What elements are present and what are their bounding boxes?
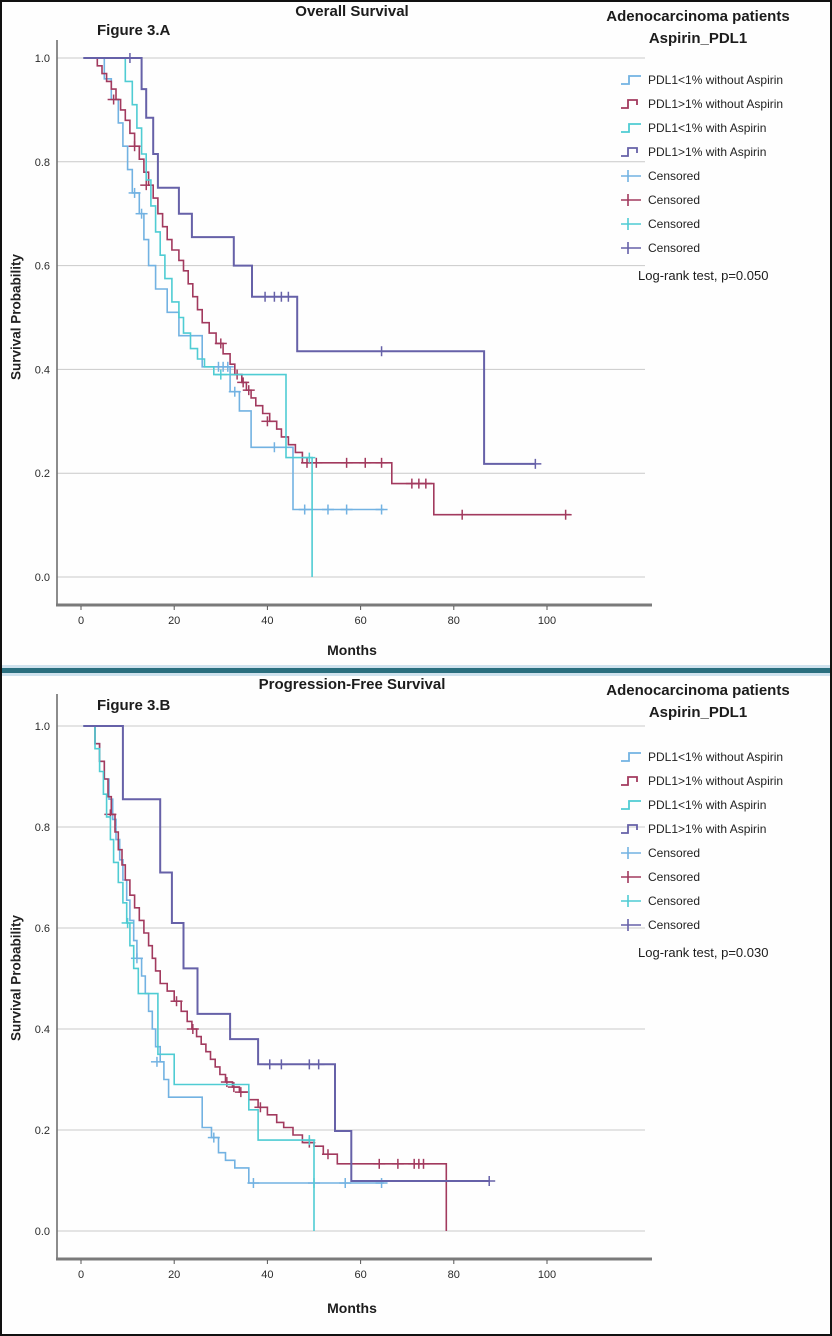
- legend-item-label: Censored: [648, 217, 701, 231]
- chart-title-overall-survival: Overall Survival: [295, 3, 409, 20]
- x-tick-label: 0: [78, 1269, 84, 1281]
- legend-item-label: PDL1<1% without Aspirin: [648, 750, 784, 764]
- legend-item-label: PDL1>1% without Aspirin: [648, 774, 784, 788]
- x-tick-label: 80: [448, 615, 460, 627]
- legend-item-label: Censored: [648, 846, 701, 860]
- y-tick-label: 0.8: [35, 157, 50, 169]
- x-tick-label: 40: [261, 615, 273, 627]
- y-tick-label: 0.6: [35, 261, 50, 273]
- legend-item: Censored: [620, 236, 830, 260]
- x-tick-label: 80: [448, 1269, 460, 1281]
- pvalue-pfs: Log-rank test, p=0.030: [638, 945, 769, 960]
- y-tick-label: 0.2: [35, 1125, 50, 1137]
- legend-item-label: Censored: [648, 870, 701, 884]
- y-tick-label: 0.0: [35, 1226, 50, 1238]
- y-tick-label: 0.2: [35, 468, 50, 480]
- legend-item: Censored: [620, 212, 830, 236]
- legend-item-label: PDL1<1% with Aspirin: [648, 121, 767, 135]
- km-curve: [83, 725, 490, 1182]
- legend-item-label: PDL1>1% with Aspirin: [648, 145, 767, 159]
- km-curve: [83, 57, 384, 511]
- x-tick-label: 60: [354, 615, 366, 627]
- x-tick-label: 20: [168, 1269, 180, 1281]
- y-axis-label-os: Survival Probability: [8, 253, 24, 381]
- y-tick-label: 0.4: [35, 1024, 50, 1036]
- legend-item-label: PDL1>1% without Aspirin: [648, 97, 784, 111]
- pvalue-os: Log-rank test, p=0.050: [638, 268, 769, 283]
- censored-plus-icon: [621, 242, 641, 254]
- legend-item: PDL1<1% with Aspirin: [620, 793, 830, 817]
- censored-plus-icon: [621, 919, 641, 931]
- legend-item: PDL1>1% without Aspirin: [620, 769, 830, 793]
- km-step-line-icon: [621, 147, 638, 157]
- legend-item: Censored: [620, 188, 830, 212]
- km-curve: [90, 725, 448, 1231]
- y-tick-label: 0.4: [35, 364, 50, 376]
- x-tick-label: 20: [168, 615, 180, 627]
- legend-item: PDL1<1% without Aspirin: [620, 745, 830, 769]
- legend-item-label: Censored: [648, 241, 701, 255]
- x-tick-label: 40: [261, 1269, 273, 1281]
- km-step-line-icon: [621, 800, 641, 810]
- legend-item: Censored: [620, 164, 830, 188]
- censored-plus-icon: [621, 895, 641, 907]
- km-curve: [85, 57, 313, 577]
- km-curve: [83, 725, 384, 1184]
- legend-item: Censored: [620, 889, 830, 913]
- censored-plus-icon: [621, 170, 641, 182]
- km-step-line-icon: [621, 75, 641, 85]
- figure-label-3a: Figure 3.A: [97, 22, 171, 39]
- group-header-line1-os: Adenocarcinoma patients: [606, 8, 790, 25]
- legend-pfs: PDL1<1% without Aspirin PDL1>1% without A…: [620, 745, 830, 937]
- legend-item: Censored: [620, 841, 830, 865]
- y-axis-label-pfs: Survival Probability: [8, 914, 24, 1042]
- censored-plus-icon: [621, 847, 641, 859]
- censored-plus-icon: [621, 194, 641, 206]
- x-tick-label: 0: [78, 615, 84, 627]
- legend-item: PDL1>1% without Aspirin: [620, 92, 830, 116]
- legend-item-label: PDL1<1% with Aspirin: [648, 798, 767, 812]
- x-tick-label: 100: [538, 615, 556, 627]
- km-step-line-icon: [621, 99, 638, 109]
- km-step-line-icon: [621, 776, 638, 786]
- legend-item: Censored: [620, 913, 830, 937]
- legend-item-label: PDL1>1% with Aspirin: [648, 822, 767, 836]
- km-curve: [90, 57, 571, 516]
- x-axis-label-os: Months: [327, 642, 377, 658]
- km-step-line-icon: [621, 123, 641, 133]
- km-curve: [83, 57, 536, 465]
- legend-item-label: Censored: [648, 169, 701, 183]
- legend-item: PDL1>1% with Aspirin: [620, 817, 830, 841]
- legend-item: Censored: [620, 865, 830, 889]
- group-header-line1-pfs: Adenocarcinoma patients: [606, 682, 790, 699]
- y-tick-label: 1.0: [35, 721, 50, 733]
- x-tick-label: 60: [354, 1269, 366, 1281]
- km-step-line-icon: [621, 752, 641, 762]
- y-tick-label: 0.6: [35, 923, 50, 935]
- legend-item: PDL1>1% with Aspirin: [620, 140, 830, 164]
- chart-title-progression-free-survival: Progression-Free Survival: [258, 676, 446, 693]
- km-step-line-icon: [621, 824, 638, 834]
- group-header-line2-os: Aspirin_PDL1: [648, 30, 748, 47]
- x-axis-label-pfs: Months: [327, 1300, 377, 1316]
- section-divider: [2, 665, 830, 676]
- group-header-line2-pfs: Aspirin_PDL1: [648, 704, 748, 721]
- figure-label-3b: Figure 3.B: [97, 697, 171, 714]
- legend-item-label: Censored: [648, 193, 701, 207]
- x-tick-label: 100: [538, 1269, 556, 1281]
- legend-item: PDL1<1% without Aspirin: [620, 68, 830, 92]
- legend-item-label: Censored: [648, 894, 701, 908]
- legend-os: PDL1<1% without Aspirin PDL1>1% without A…: [620, 68, 830, 260]
- censored-plus-icon: [621, 218, 641, 230]
- legend-item-label: PDL1<1% without Aspirin: [648, 73, 784, 87]
- y-tick-label: 0.8: [35, 822, 50, 834]
- km-curve: [83, 725, 315, 1231]
- y-tick-label: 0.0: [35, 572, 50, 584]
- y-tick-label: 1.0: [35, 53, 50, 65]
- legend-item: PDL1<1% with Aspirin: [620, 116, 830, 140]
- legend-item-label: Censored: [648, 918, 701, 932]
- censored-plus-icon: [621, 871, 641, 883]
